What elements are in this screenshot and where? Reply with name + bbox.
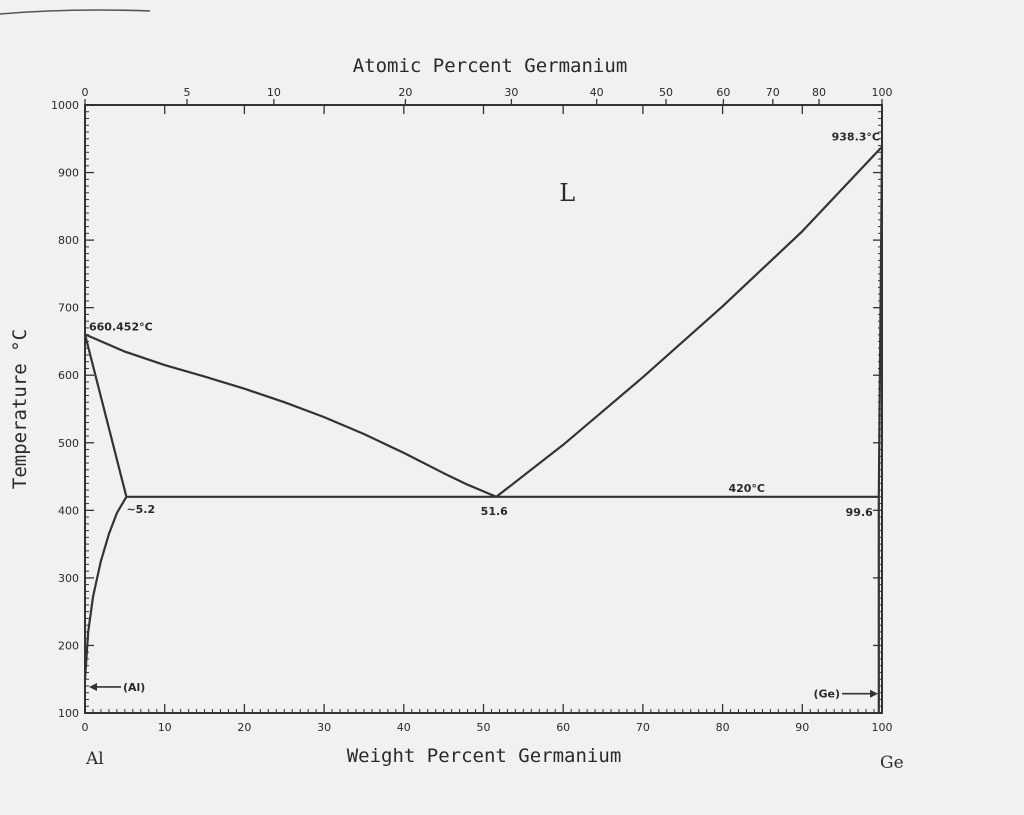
phase-boundary-3 [83,334,128,498]
top-tick-label: 60 [716,86,730,99]
annotation-label: 420°C [728,482,765,495]
y-tick-label: 500 [58,437,79,450]
x-tick-label: 100 [872,721,893,734]
y-tick-label: 900 [58,167,79,180]
al-arrow-head [89,682,97,691]
phase-boundary-1 [495,145,883,498]
y-tick-label: 100 [58,707,79,720]
top-tick-label: 30 [504,86,518,99]
top-tick-label: 50 [659,86,673,99]
top-tick-label: 10 [267,86,281,99]
top-tick-label: 0 [82,86,89,99]
y-tick-label: 300 [58,572,79,585]
annotation-label: ~5.2 [126,503,155,516]
x-tick-label: 10 [158,721,172,734]
x-tick-label: 30 [317,721,331,734]
top-tick-label: 5 [184,86,191,99]
phase-boundary-0 [84,333,497,498]
x-tick-label: 80 [716,721,730,734]
x-tick-label: 90 [795,721,809,734]
x-tick-label: 0 [82,721,89,734]
top-tick-label: 100 [872,86,893,99]
ge-arrow-head [870,689,878,698]
plot-frame [84,104,883,714]
annotation-label: L [559,179,575,207]
y-tick-label: 600 [58,369,79,382]
x-tick-label: 40 [397,721,411,734]
phase-boundary-4 [83,496,128,680]
x-tick-label: 70 [636,721,650,734]
top-axis-title: Atomic Percent Germanium [353,55,628,77]
x-tick-label: 60 [556,721,570,734]
y-tick-label: 400 [58,504,79,517]
annotation-label: 99.6 [846,506,873,519]
y-tick-label: 700 [58,302,79,315]
x-tick-label: 20 [237,721,251,734]
y-axis-title: Temperature °C [9,329,31,489]
top-tick-label: 20 [398,86,412,99]
annotation-label: (Al) [123,681,145,694]
element-label-al: Al [85,749,104,769]
top-tick-label: 70 [766,86,780,99]
annotation-label: 51.6 [481,505,508,518]
axis-ticks [84,99,883,714]
chart-labels: 0 10 20 30 40 50 60 70 80 90 100100200300400500600… [9,55,904,773]
element-label-ge: Ge [880,753,904,773]
phase-boundary-5 [877,146,884,713]
scan-mark [0,9,151,15]
x-axis-title: Weight Percent Germanium [347,745,622,767]
top-tick-label: 80 [812,86,826,99]
x-tick-label: 50 [477,721,491,734]
y-tick-label: 1000 [51,99,79,112]
y-tick-label: 200 [58,639,79,652]
annotation-label: 660.452°C [89,320,153,333]
y-tick-label: 800 [58,234,79,247]
annotation-label: 938.3°C [832,131,880,144]
top-tick-label: 40 [590,86,604,99]
phase-boundary-curves [83,145,884,713]
annotation-label: (Ge) [813,688,840,701]
